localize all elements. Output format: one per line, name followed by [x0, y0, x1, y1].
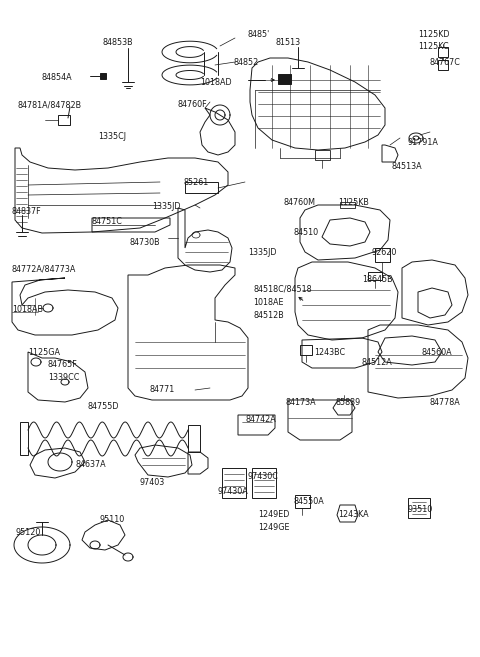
- Polygon shape: [100, 73, 106, 79]
- Text: 84767C: 84767C: [430, 58, 461, 67]
- Text: 97430A: 97430A: [218, 487, 249, 496]
- Text: 1249GE: 1249GE: [258, 523, 289, 532]
- Text: 97403: 97403: [140, 478, 165, 487]
- Text: 84742A: 84742A: [245, 415, 276, 424]
- Text: 85839: 85839: [336, 398, 361, 407]
- Text: 1335JD: 1335JD: [152, 202, 180, 211]
- Text: 84637A: 84637A: [75, 460, 106, 469]
- Text: 1243KA: 1243KA: [338, 510, 369, 519]
- Text: 1335CJ: 1335CJ: [98, 132, 126, 141]
- Text: 84173A: 84173A: [285, 398, 316, 407]
- Text: 92620: 92620: [372, 248, 397, 257]
- Text: 84730B: 84730B: [130, 238, 161, 247]
- Text: 84510: 84510: [293, 228, 318, 237]
- Text: 84512B: 84512B: [253, 311, 284, 320]
- Text: 8485': 8485': [248, 30, 270, 39]
- Text: 95110: 95110: [100, 515, 125, 524]
- Text: 84755D: 84755D: [88, 402, 120, 411]
- Text: 1249ED: 1249ED: [258, 510, 289, 519]
- Text: 1018AE: 1018AE: [253, 298, 284, 307]
- Text: 93510: 93510: [408, 505, 433, 514]
- Text: 84771: 84771: [150, 385, 175, 394]
- Polygon shape: [278, 74, 291, 84]
- Text: 85261: 85261: [184, 178, 209, 187]
- Text: 1339CC: 1339CC: [48, 373, 79, 382]
- Text: 1125KB: 1125KB: [338, 198, 369, 207]
- Text: 84778A: 84778A: [430, 398, 461, 407]
- Text: 84518C/84518: 84518C/84518: [253, 285, 312, 294]
- Text: 84765F: 84765F: [48, 360, 78, 369]
- Text: 1018AD: 1018AD: [200, 78, 232, 87]
- Text: 84781A/84782B: 84781A/84782B: [18, 100, 82, 109]
- Text: 1125GA: 1125GA: [28, 348, 60, 357]
- Text: 84751C: 84751C: [92, 217, 123, 226]
- Text: 81513: 81513: [276, 38, 300, 47]
- Text: 1335JD: 1335JD: [248, 248, 276, 257]
- Text: 84513A: 84513A: [392, 162, 422, 171]
- Text: 84854A: 84854A: [42, 73, 72, 82]
- Text: 84550A: 84550A: [293, 497, 324, 506]
- Text: 84760F: 84760F: [178, 100, 208, 109]
- Text: 18645B: 18645B: [362, 275, 393, 284]
- Text: 1018AB: 1018AB: [12, 305, 43, 314]
- Text: 1125KD: 1125KD: [418, 30, 449, 39]
- Text: 84560A: 84560A: [422, 348, 453, 357]
- Text: 1243BC: 1243BC: [314, 348, 345, 357]
- Text: 84512A: 84512A: [362, 358, 393, 367]
- Text: 91791A: 91791A: [408, 138, 439, 147]
- Text: 84760M: 84760M: [284, 198, 316, 207]
- Text: 84772A/84773A: 84772A/84773A: [12, 265, 76, 274]
- Text: 95120: 95120: [15, 528, 40, 537]
- Text: 1125KC: 1125KC: [418, 42, 449, 51]
- Text: 97430C: 97430C: [248, 472, 279, 481]
- Text: 84837F: 84837F: [12, 207, 42, 216]
- Text: 84852: 84852: [234, 58, 259, 67]
- Text: 84853B: 84853B: [103, 38, 133, 47]
